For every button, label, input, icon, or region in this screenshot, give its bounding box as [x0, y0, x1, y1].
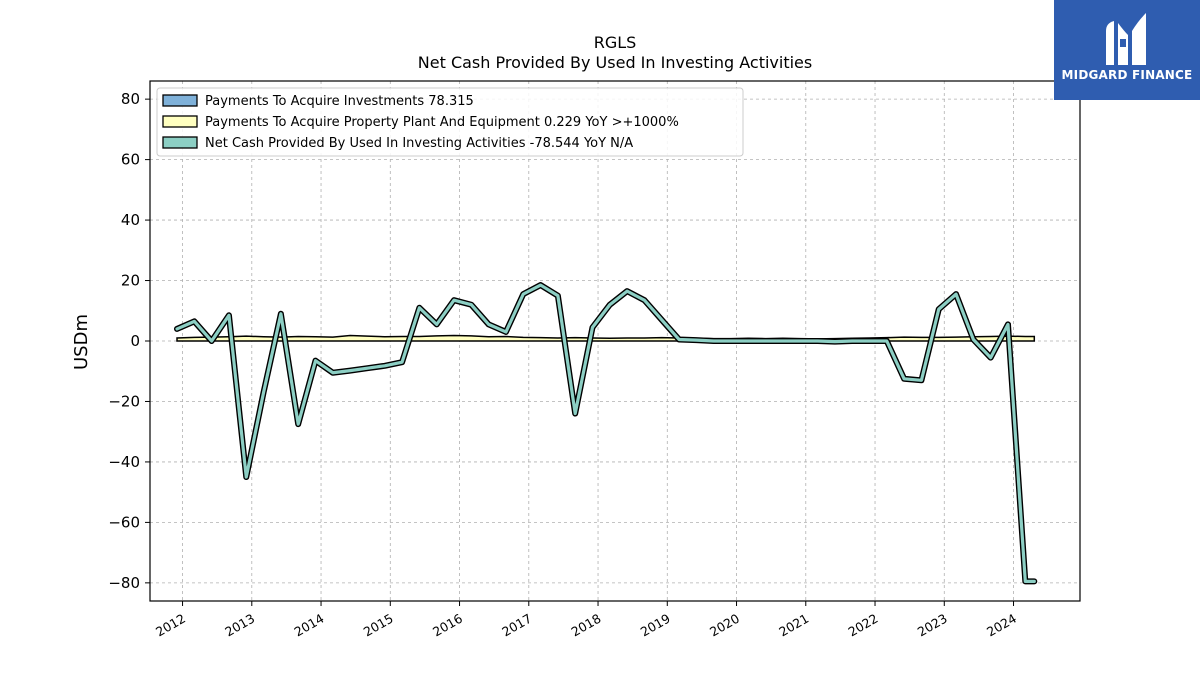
y-tick-label: 80 — [121, 90, 140, 108]
y-tick-label: −80 — [108, 574, 140, 592]
x-tick-label: 2014 — [291, 611, 326, 640]
y-tick-label: 40 — [121, 211, 140, 229]
legend-box — [156, 87, 744, 157]
ticks: 80 60 40 20 0 −20 −40 −60 −80 2012 2013 2014 2015 201… — [108, 90, 1019, 639]
x-tick-label: 2024 — [984, 611, 1019, 640]
legend-entry-label: Payments To Acquire Investments 78.315 — [205, 94, 474, 109]
x-tick-label: 2022 — [845, 611, 880, 640]
x-tick-label: 2012 — [153, 611, 188, 640]
x-tick-label: 2023 — [915, 611, 950, 640]
legend-entry-label: Payments To Acquire Property Plant And E… — [205, 115, 679, 130]
y-tick-label: −60 — [108, 513, 140, 531]
legend-swatch — [162, 94, 198, 107]
legend-entry-label: Net Cash Provided By Used In Investing A… — [205, 136, 633, 151]
series-net-cash-outline — [174, 282, 1038, 585]
legend: Payments To Acquire Investments 78.315 Pa… — [156, 87, 744, 157]
y-tick-label: −20 — [108, 392, 140, 410]
legend-swatch — [162, 136, 198, 149]
x-tick-label: 2020 — [707, 611, 742, 640]
y-tick-label: −40 — [108, 453, 140, 471]
chart-title: RGLS — [594, 33, 637, 52]
x-tick-label: 2021 — [776, 611, 811, 640]
chart-subtitle: Net Cash Provided By Used In Investing A… — [418, 53, 812, 72]
brand-name: MIDGARD FINANCE — [1061, 68, 1193, 82]
y-tick-label: 0 — [130, 332, 140, 350]
y-tick-label: 20 — [121, 272, 140, 290]
brand-badge: MIDGARD FINANCE — [1054, 0, 1200, 100]
x-tick-label: 2013 — [222, 611, 257, 640]
y-axis-label: USDm — [71, 314, 92, 370]
series-ppe-area — [176, 334, 1036, 342]
x-tick-label: 2015 — [361, 611, 396, 640]
legend-swatch — [162, 115, 198, 128]
x-tick-label: 2016 — [430, 611, 465, 640]
midgard-m-logo-icon — [1106, 13, 1146, 65]
series-layer — [174, 282, 1038, 585]
x-tick-label: 2018 — [568, 611, 603, 640]
series-net-cash-line — [175, 283, 1036, 583]
x-tick-label: 2019 — [638, 611, 673, 640]
y-tick-label: 60 — [121, 151, 140, 169]
x-tick-label: 2017 — [499, 611, 534, 640]
